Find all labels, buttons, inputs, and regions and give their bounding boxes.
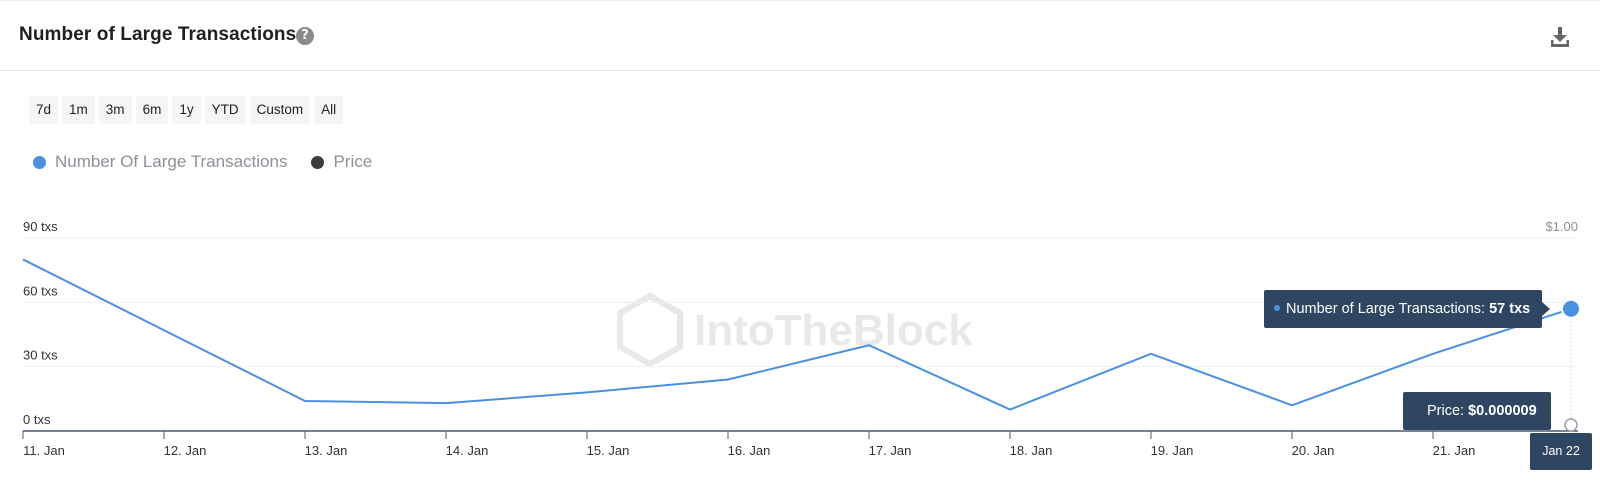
price-tooltip: Price: $0.000009	[1403, 392, 1551, 430]
watermark-text: IntoTheBlock	[694, 306, 973, 355]
tooltip-label: Price:	[1427, 403, 1469, 419]
x-tick-label: 12. Jan	[164, 443, 207, 458]
card-border	[0, 0, 1600, 1]
question-circle-icon[interactable]: ?	[296, 27, 314, 45]
series-point-highlight	[1561, 298, 1581, 319]
y-tick-label: 0 txs	[23, 412, 51, 427]
range-custom-button[interactable]: Custom	[249, 96, 311, 124]
y-tick-label: 90 txs	[23, 219, 58, 234]
x-tick-label: 20. Jan	[1292, 443, 1335, 458]
date-tooltip: Jan 22	[1530, 433, 1592, 470]
x-tick-label: 18. Jan	[1010, 443, 1053, 458]
range-6m-button[interactable]: 6m	[135, 96, 169, 124]
chart-title: Number of Large Transactions	[19, 24, 297, 45]
tooltip-dot-icon	[1274, 305, 1280, 312]
x-tick-label: 15. Jan	[587, 443, 630, 458]
series-line	[22, 258, 1572, 411]
download-icon[interactable]	[1549, 25, 1571, 49]
range-1y-button[interactable]: 1y	[172, 96, 201, 124]
x-tick-label: 17. Jan	[869, 443, 912, 458]
x-tick-label: 16. Jan	[728, 443, 771, 458]
legend-dot-icon	[33, 155, 46, 169]
card-header: Number of Large Transactions ?	[0, 0, 1600, 71]
range-3m-button[interactable]: 3m	[98, 96, 132, 124]
x-tick-label: 19. Jan	[1151, 443, 1194, 458]
chart-legend: Number Of Large Transactions Price	[33, 152, 372, 172]
x-tick-label: 21. Jan	[1433, 443, 1476, 458]
y-right-tick-label: $1.00	[1545, 219, 1578, 234]
price-point-highlight	[1564, 418, 1578, 432]
range-ytd-button[interactable]: YTD	[204, 96, 246, 124]
x-tick-label: 11. Jan	[23, 443, 65, 458]
range-selector: 7d 1m 3m 6m 1y YTD Custom All	[29, 96, 344, 124]
x-tick-label: 13. Jan	[305, 443, 348, 458]
x-tick-label: 14. Jan	[446, 443, 489, 458]
range-1m-button[interactable]: 1m	[62, 96, 95, 124]
tooltip-value: $0.000009	[1468, 403, 1537, 419]
legend-dot-icon	[311, 155, 325, 169]
legend-item-large-transactions[interactable]: Number Of Large Transactions	[33, 152, 287, 172]
series-tooltip: Number of Large Transactions: 57 txs	[1264, 290, 1551, 328]
legend-label: Number Of Large Transactions	[55, 152, 288, 171]
tooltip-value: 57 txs	[1489, 301, 1531, 317]
legend-item-price[interactable]: Price	[311, 152, 372, 172]
range-7d-button[interactable]: 7d	[29, 96, 59, 124]
watermark-logo-icon	[617, 292, 683, 368]
y-tick-label: 60 txs	[23, 283, 58, 298]
y-tick-label: 30 txs	[23, 348, 58, 363]
range-all-button[interactable]: All	[314, 96, 344, 124]
watermark: IntoTheBlock	[617, 292, 973, 368]
legend-label: Price	[333, 152, 373, 171]
tooltip-label: Number of Large Transactions:	[1286, 301, 1490, 317]
